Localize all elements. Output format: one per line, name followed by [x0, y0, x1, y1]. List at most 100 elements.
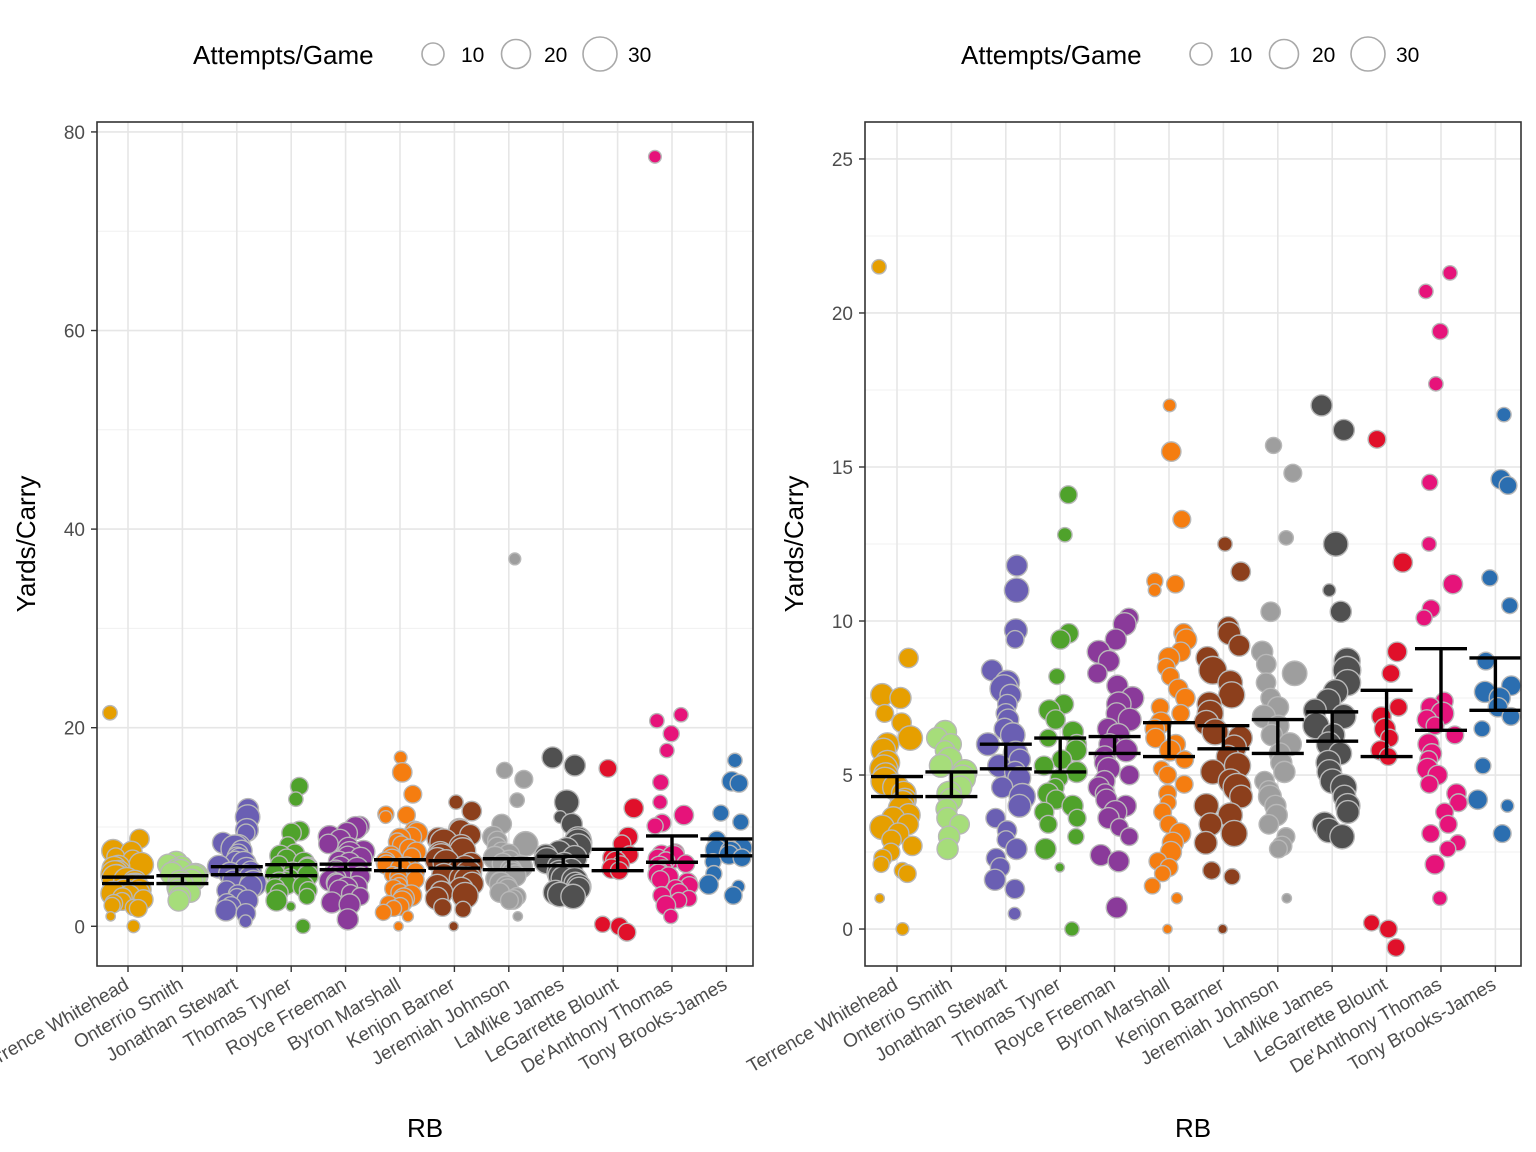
error-bar: [1088, 734, 1141, 756]
data-point: [393, 920, 404, 932]
data-point: [1386, 937, 1406, 958]
data-point: [1381, 663, 1401, 683]
data-point: [1160, 441, 1182, 463]
error-bar: [591, 847, 644, 873]
y-tick-label: 15: [832, 458, 853, 479]
data-point: [1476, 651, 1496, 671]
y-tick-label: 0: [842, 920, 853, 941]
data-point: [508, 552, 522, 566]
data-point: [1281, 892, 1293, 904]
data-point: [936, 837, 959, 861]
data-point: [509, 792, 526, 809]
error-bar: [1143, 720, 1195, 759]
legend-label-30: 30: [1396, 44, 1419, 67]
data-point: [872, 855, 890, 874]
data-point: [214, 899, 238, 922]
data-point: [102, 704, 118, 721]
data-point: [1058, 485, 1078, 505]
data-point: [928, 753, 953, 778]
data-point: [1496, 406, 1512, 423]
data-point: [563, 754, 587, 777]
data-point: [1048, 667, 1066, 686]
data-point: [1114, 738, 1139, 763]
legend-label-20: 20: [544, 44, 567, 67]
error-bar: [374, 858, 426, 873]
data-point: [1467, 789, 1489, 811]
data-point: [712, 804, 730, 822]
data-point: [1223, 867, 1241, 886]
legend-key-30: [582, 36, 618, 72]
data-point: [1332, 418, 1356, 442]
data-point: [652, 794, 668, 811]
y-axis-title: Yards/Carry: [779, 476, 809, 613]
data-point: [1260, 601, 1282, 623]
data-point: [265, 889, 288, 912]
data-point: [1050, 629, 1071, 650]
data-point: [1171, 703, 1191, 723]
data-point: [1335, 799, 1360, 825]
data-point: [1145, 727, 1166, 749]
error-bar: [102, 875, 154, 886]
data-point: [1424, 853, 1446, 875]
y-tick-label: 25: [832, 150, 853, 171]
data-point: [1054, 862, 1066, 873]
y-tick-label: 20: [832, 304, 853, 325]
data-point: [1172, 509, 1192, 529]
data-point: [128, 898, 148, 918]
data-point: [1229, 784, 1254, 809]
data-point: [874, 892, 886, 904]
error-bar: [428, 859, 481, 870]
data-point: [1174, 774, 1194, 794]
data-point: [875, 703, 895, 723]
panel-border: [864, 121, 1522, 967]
y-axis-title: Yards/Carry: [11, 476, 41, 613]
data-point: [1310, 394, 1333, 417]
data-point: [598, 758, 618, 778]
data-point: [1501, 596, 1519, 615]
data-point: [1442, 265, 1458, 281]
data-point: [1007, 793, 1032, 818]
data-point: [1064, 921, 1080, 937]
data-point: [393, 750, 408, 765]
error-bar: [265, 863, 318, 878]
error-bar: [646, 834, 698, 864]
data-point: [1217, 681, 1246, 709]
data-point: [105, 910, 117, 922]
data-point: [1273, 760, 1296, 784]
data-point: [732, 813, 750, 831]
data-point: [1438, 840, 1457, 858]
data-point: [1362, 914, 1381, 932]
data-point: [448, 794, 464, 811]
data-point: [1162, 398, 1177, 413]
data-point: [1278, 529, 1295, 546]
data-point: [1473, 720, 1491, 738]
data-point: [1255, 653, 1277, 675]
data-point: [727, 752, 743, 769]
data-point: [1056, 526, 1073, 543]
data-point: [1217, 923, 1229, 935]
data-point: [495, 761, 514, 780]
data-point: [1086, 662, 1108, 684]
data-point: [732, 848, 752, 868]
data-point: [1143, 877, 1162, 895]
data-point: [673, 804, 695, 826]
data-point: [1492, 823, 1512, 844]
data-point: [1415, 609, 1433, 627]
data-point: [461, 800, 483, 822]
data-point: [658, 742, 675, 759]
data-point: [1329, 600, 1353, 624]
data-point: [983, 868, 1007, 892]
panel-border: [96, 121, 754, 967]
data-point: [1045, 709, 1067, 730]
data-point: [897, 864, 917, 884]
data-point: [1158, 765, 1178, 785]
data-point: [103, 896, 121, 915]
legend-key-10: [1189, 42, 1213, 66]
data-point: [391, 761, 413, 783]
data-point: [1230, 561, 1252, 583]
data-point: [1107, 850, 1130, 873]
data-point: [729, 773, 749, 793]
data-point: [1153, 864, 1172, 883]
